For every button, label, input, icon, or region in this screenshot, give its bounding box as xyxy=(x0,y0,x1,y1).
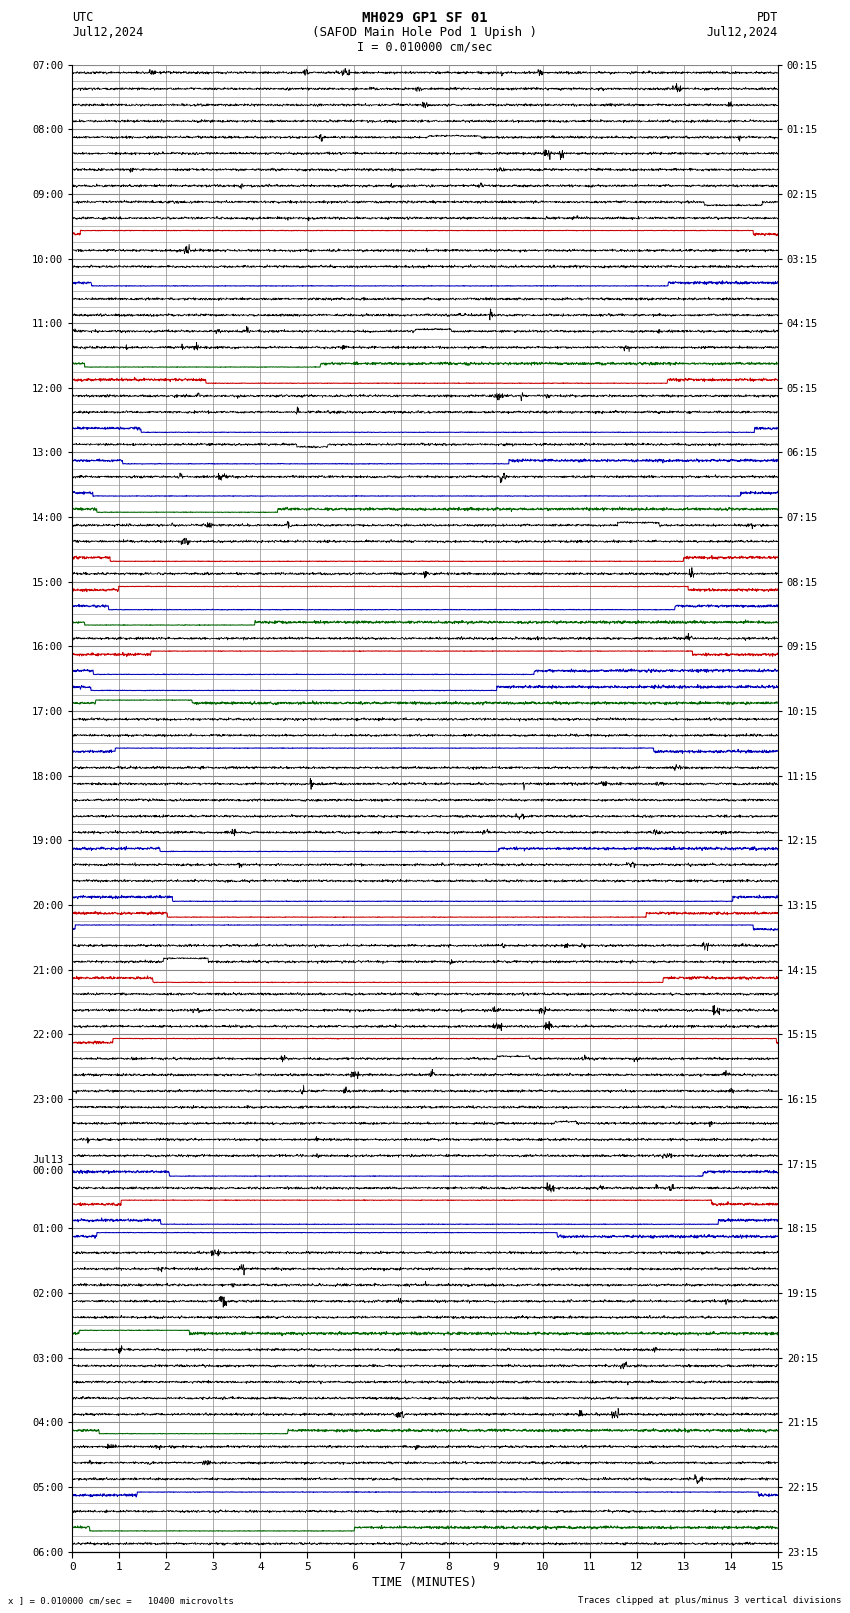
Text: MH029 GP1 SF 01: MH029 GP1 SF 01 xyxy=(362,11,488,26)
Text: x ] = 0.010000 cm/sec =   10400 microvolts: x ] = 0.010000 cm/sec = 10400 microvolts xyxy=(8,1595,235,1605)
Text: Jul12,2024: Jul12,2024 xyxy=(706,26,778,39)
Text: Jul12,2024: Jul12,2024 xyxy=(72,26,144,39)
Text: UTC: UTC xyxy=(72,11,94,24)
Text: I = 0.010000 cm/sec: I = 0.010000 cm/sec xyxy=(357,40,493,53)
X-axis label: TIME (MINUTES): TIME (MINUTES) xyxy=(372,1576,478,1589)
Text: PDT: PDT xyxy=(756,11,778,24)
Text: (SAFOD Main Hole Pod 1 Upish ): (SAFOD Main Hole Pod 1 Upish ) xyxy=(313,26,537,39)
Text: Traces clipped at plus/minus 3 vertical divisions: Traces clipped at plus/minus 3 vertical … xyxy=(578,1595,842,1605)
